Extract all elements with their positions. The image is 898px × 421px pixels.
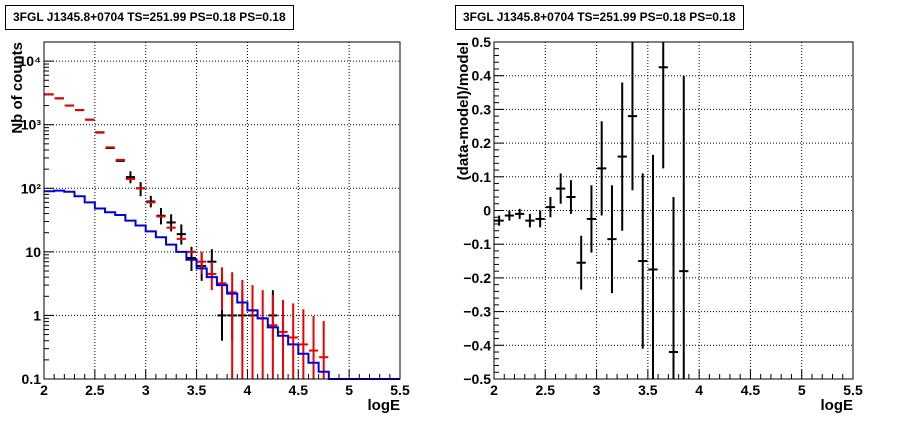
- x-tick-label: 5.5: [843, 382, 863, 398]
- x-tick-label: 3: [593, 382, 601, 398]
- y-axis-title: (data-model)/model: [455, 42, 472, 180]
- x-tick-label: 4.5: [741, 382, 761, 398]
- y-tick-label: 1: [33, 307, 41, 323]
- y-tick-label: 0.1: [472, 169, 492, 185]
- y-tick-label: −0.5: [463, 371, 491, 387]
- residuals-chart: 2 2.5 3 3.5 4 4.5 5 5.5 −0.5 −0.4 −0.3 −0.2 −0.1 0 0.1…: [455, 34, 863, 414]
- x-tick-label: 4: [695, 382, 703, 398]
- chart-title: 3FGL J1345.8+0704 TS=251.99 PS=0.18 PS=0…: [5, 5, 294, 30]
- x-tick-label: 3.5: [638, 382, 658, 398]
- x-tick-label: 2: [40, 382, 48, 398]
- x-tick-label: 2: [490, 382, 498, 398]
- counts-chart: 2 2.5 3 3.5 4 4.5 5 5.5 0.1 1 10 10² 10³ 10⁴ logE Nb of…: [9, 41, 410, 414]
- x-tick-label: 3.5: [187, 382, 207, 398]
- plot-frame: [43, 41, 401, 380]
- model-step-line: [44, 189, 400, 380]
- chart-title: 3FGL J1345.8+0704 TS=251.99 PS=0.18 PS=0…: [455, 5, 744, 30]
- residuals-chart-panel: 2 2.5 3 3.5 4 4.5 5 5.5 −0.5 −0.4 −0.3 −0.2 −0.1 0 0.1…: [449, 0, 898, 421]
- x-tick-label: 5: [345, 382, 353, 398]
- y-tick-label: 0.1: [22, 371, 42, 387]
- x-tick-label: 2.5: [85, 382, 105, 398]
- x-tick-label: 4.5: [289, 382, 309, 398]
- y-tick-label: 10: [25, 244, 41, 260]
- y-tick-label: 0.2: [472, 135, 492, 151]
- x-tick-label: 3: [142, 382, 150, 398]
- counts-chart-panel: 2 2.5 3 3.5 4 4.5 5 5.5 0.1 1 10 10² 10³ 10⁴ logE Nb of…: [5, 5, 410, 414]
- y-tick-label: −0.4: [463, 337, 491, 353]
- x-axis-title: logE: [821, 397, 854, 414]
- y-tick-label: −0.1: [463, 236, 491, 252]
- y-tick-label: 0.3: [472, 101, 492, 117]
- y-axis-title: Nb of counts: [9, 42, 26, 134]
- y-tick-label: 0.5: [472, 34, 492, 50]
- y-tick-label: 10⁴: [19, 53, 42, 69]
- plot-frame: [493, 41, 854, 380]
- y-tick-label: 10³: [21, 117, 42, 133]
- x-tick-label: 2.5: [536, 382, 556, 398]
- y-tick-label: −0.3: [463, 304, 491, 320]
- x-axis-title: logE: [368, 397, 401, 414]
- y-tick-label: 10²: [21, 180, 42, 196]
- y-tick-label: −0.2: [463, 270, 491, 286]
- x-tick-label: 5.5: [390, 382, 410, 398]
- x-tick-label: 5: [798, 382, 806, 398]
- y-tick-label: 0.4: [472, 68, 492, 84]
- x-tick-label: 4: [244, 382, 252, 398]
- y-tick-label: 0: [483, 203, 491, 219]
